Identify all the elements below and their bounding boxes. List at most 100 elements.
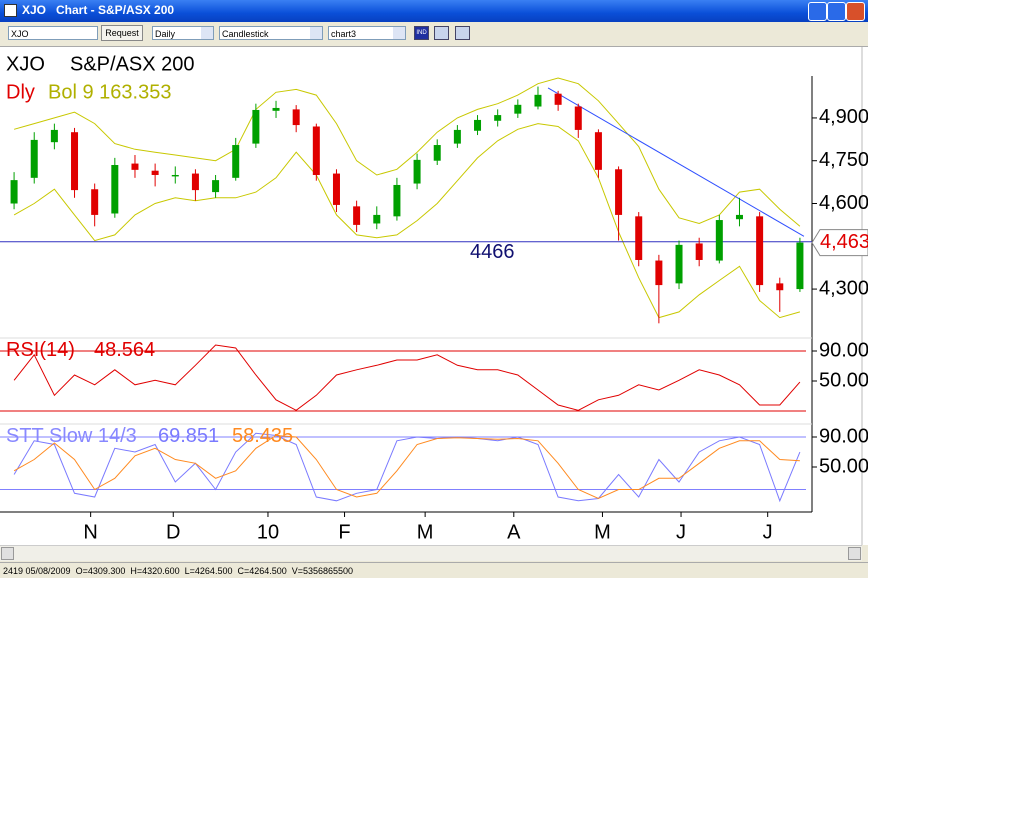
period-value: Daily — [155, 29, 176, 39]
tool-button[interactable] — [434, 26, 449, 40]
bollinger-band — [13, 123, 801, 319]
indicator-value: 48.564 — [94, 339, 155, 361]
candle-body — [353, 206, 361, 225]
style-value: Candlestick — [222, 29, 269, 39]
y-tick-label: 50.00 — [819, 455, 868, 477]
indicator-title: STT Slow 14/3 — [6, 425, 137, 447]
x-tick-label: M — [594, 521, 611, 543]
candle-body — [30, 139, 38, 178]
layout-value: chart3 — [331, 29, 357, 39]
dropdown-arrow — [393, 27, 405, 39]
indicator-title: RSI(14) — [6, 339, 75, 361]
x-tick-label: J — [763, 521, 773, 543]
y-tick-label: 4,600 — [819, 192, 868, 214]
dropdown-arrow — [201, 27, 213, 39]
candle-body — [171, 174, 179, 177]
app-icon — [4, 4, 17, 17]
last-price-label: 4,463 — [820, 231, 868, 253]
chart-area: 4,300 4,600 4,750 4,900 XJO S&P/ASX 200 Dly Bol… — [0, 47, 868, 545]
candle-body — [534, 94, 542, 107]
candle-body — [212, 180, 220, 193]
x-tick-label: F — [338, 521, 350, 543]
style-select[interactable]: Candlestick — [219, 26, 323, 40]
scroll-left[interactable] — [1, 547, 14, 560]
dropdown-arrow — [310, 27, 322, 39]
chart-title: XJO — [6, 53, 45, 75]
x-tick-label: 10 — [257, 521, 279, 543]
candle-body — [292, 109, 300, 126]
scroll-right[interactable] — [848, 547, 861, 560]
trend-line — [547, 87, 805, 237]
candle-body — [131, 163, 139, 170]
app-window: XJO Chart - S&P/ASX 200 XJO Request Dail… — [0, 0, 868, 578]
candle-body — [715, 220, 723, 261]
candle-body — [151, 170, 159, 175]
candle-body — [433, 145, 441, 161]
candle-body — [635, 216, 643, 260]
candle-body — [91, 189, 99, 215]
candle-body — [655, 260, 663, 286]
candle-body — [594, 132, 602, 170]
candle-body — [554, 93, 562, 105]
y-tick-label: 90.00 — [819, 339, 868, 361]
candle-body — [312, 126, 320, 175]
candle-body — [494, 115, 502, 121]
candle-body — [695, 243, 703, 260]
minimize-button[interactable] — [808, 2, 827, 21]
indicator-value: 69.851 — [158, 425, 219, 447]
indicator-line — [13, 432, 801, 503]
tool-button[interactable] — [455, 26, 470, 40]
x-tick-label: D — [166, 521, 180, 543]
symbol-input[interactable]: XJO — [8, 26, 98, 40]
layout-select[interactable]: chart3 — [328, 26, 406, 40]
x-tick-label: M — [417, 521, 434, 543]
candle-body — [413, 159, 421, 184]
y-tick-label: 90.00 — [819, 425, 868, 447]
x-tick-label: A — [507, 521, 521, 543]
candle-body — [232, 145, 240, 178]
toolbar: XJO Request Daily Candlestick chart3 IND — [0, 22, 868, 47]
candle-body — [776, 283, 784, 291]
x-tick-label: N — [83, 521, 97, 543]
horizontal-line-label: 4466 — [470, 241, 515, 263]
x-tick-label: J — [676, 521, 686, 543]
candle-body — [756, 216, 764, 286]
chart-subtitle: S&P/ASX 200 — [70, 53, 195, 75]
indicator-line — [13, 434, 800, 500]
candle-body — [615, 169, 623, 215]
y-tick-label: 4,300 — [819, 277, 868, 299]
request-button[interactable]: Request — [101, 25, 143, 41]
candle-body — [453, 129, 461, 144]
maximize-button[interactable] — [827, 2, 846, 21]
indicator-line — [13, 344, 801, 411]
title-bar: XJO Chart - S&P/ASX 200 — [0, 0, 868, 22]
indicator-button[interactable]: IND — [414, 26, 429, 40]
candle-body — [272, 107, 280, 111]
close-button[interactable] — [846, 2, 865, 21]
candle-body — [514, 104, 522, 114]
status-bar: 2419 05/08/2009 O=4309.300 H=4320.600 L=… — [0, 562, 868, 578]
candle-body — [735, 214, 743, 220]
candle-body — [50, 129, 58, 143]
candle-body — [393, 184, 401, 217]
candle-body — [332, 173, 340, 205]
candle-body — [373, 214, 381, 224]
candle-body — [191, 173, 199, 191]
period-select[interactable]: Daily — [152, 26, 214, 40]
y-tick-label: 4,750 — [819, 149, 868, 171]
horizontal-scrollbar[interactable] — [0, 545, 862, 561]
indicator-value: 58.435 — [232, 425, 293, 447]
last-price-box — [811, 229, 868, 257]
candle-body — [111, 165, 119, 214]
y-tick-label: 50.00 — [819, 369, 868, 391]
window-title: XJO Chart - S&P/ASX 200 — [22, 3, 175, 17]
candle-body — [796, 242, 804, 290]
candle-body — [252, 109, 260, 144]
candle-body — [10, 180, 18, 204]
legend-entry: Dly — [6, 81, 35, 103]
bollinger-band — [13, 77, 801, 227]
y-tick-label: 4,900 — [819, 106, 868, 128]
legend-entry: Bol 9 163.353 — [48, 81, 171, 103]
chart-background — [0, 47, 868, 545]
